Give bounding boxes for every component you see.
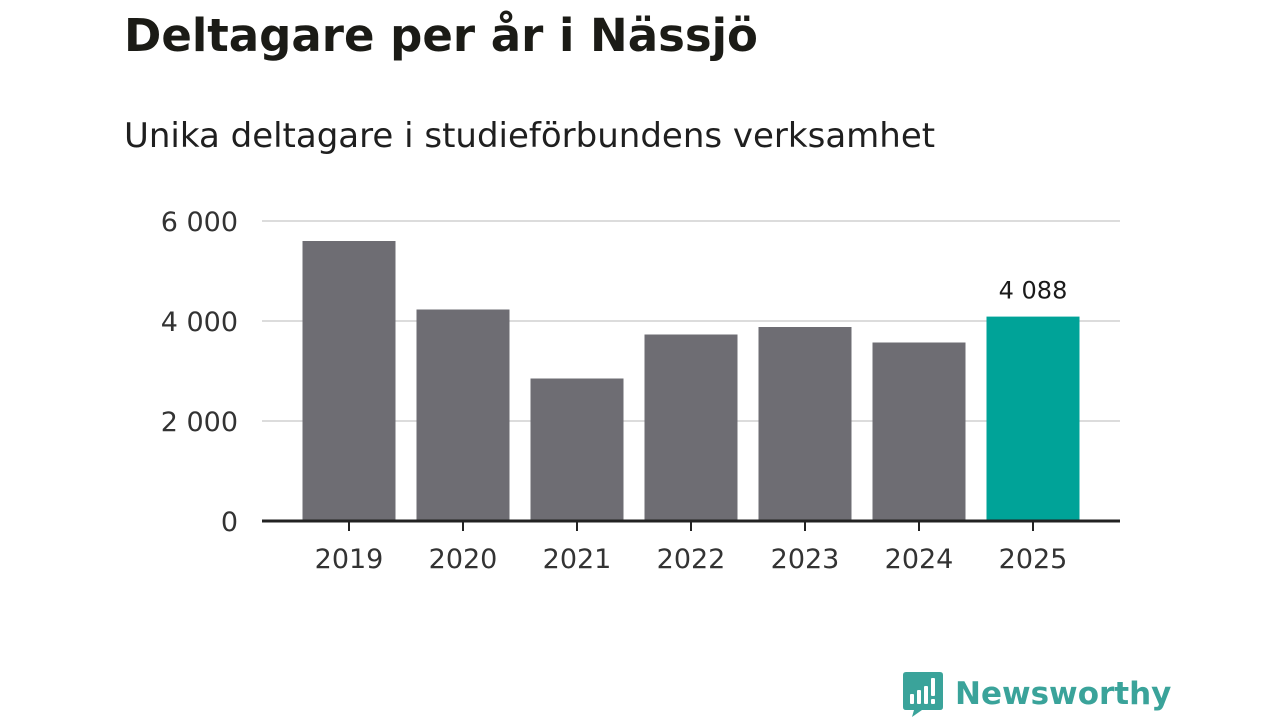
y-tick-label: 0	[221, 507, 238, 538]
data-labels: 4 088	[999, 277, 1068, 305]
x-axis	[262, 519, 1120, 531]
chart-subtitle: Unika deltagare i studieförbundens verks…	[124, 116, 936, 156]
bar-2021	[530, 378, 624, 521]
bar-2025	[986, 316, 1080, 521]
data-label: 4 088	[999, 277, 1068, 305]
y-axis-labels: 0 2 000 4 000 6 000	[161, 207, 238, 538]
x-tick-label: 2025	[999, 544, 1068, 575]
bars	[302, 241, 1080, 521]
x-tick-label: 2023	[771, 544, 840, 575]
bar-2022	[644, 334, 738, 521]
speech-bubble-bar-chart-icon	[903, 672, 943, 717]
bar-2024	[872, 342, 966, 521]
x-tick-label: 2019	[315, 544, 384, 575]
y-tick-label: 2 000	[161, 407, 238, 438]
bar-2020	[416, 309, 510, 521]
x-tick-label: 2024	[885, 544, 954, 575]
newsworthy-logo: Newsworthy	[902, 670, 1171, 718]
y-tick-label: 4 000	[161, 307, 238, 338]
bar-2023	[758, 327, 852, 521]
x-tick-label: 2022	[657, 544, 726, 575]
x-axis-labels: 2019 2020 2021 2022 2023 2024 2025	[315, 544, 1068, 575]
chart-title: Deltagare per år i Nässjö	[124, 9, 758, 62]
logo-text: Newsworthy	[955, 676, 1172, 712]
bar-2019	[302, 241, 396, 521]
x-tick-label: 2021	[543, 544, 612, 575]
x-tick-label: 2020	[429, 544, 498, 575]
y-tick-label: 6 000	[161, 207, 238, 238]
